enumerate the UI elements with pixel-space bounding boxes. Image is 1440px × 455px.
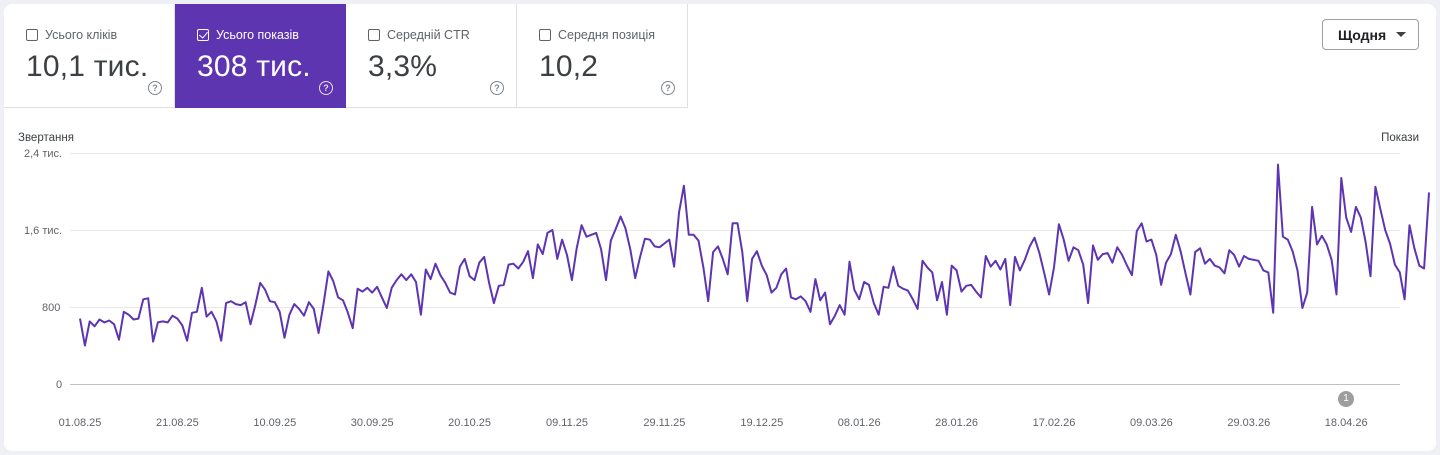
x-tick-label: 10.09.25 bbox=[253, 417, 297, 429]
x-tick-label: 08.01.26 bbox=[837, 417, 881, 429]
x-tick-label: 30.09.25 bbox=[350, 417, 394, 429]
metric-value: 3,3% bbox=[368, 50, 438, 83]
gridline bbox=[70, 153, 1400, 154]
metric-tabs: Усього кліків 10,1 тис. ? Усього показів… bbox=[4, 4, 688, 108]
metric-value: 10,1 тис. bbox=[26, 50, 149, 83]
y-tick-label: 800 bbox=[42, 302, 61, 314]
metric-label: Усього показів bbox=[216, 28, 299, 42]
caret-down-icon bbox=[1396, 32, 1406, 37]
x-tick-label: 01.08.25 bbox=[58, 417, 102, 429]
metric-total-impressions[interactable]: Усього показів 308 тис. ? bbox=[175, 4, 346, 108]
x-tick-label: 29.11.25 bbox=[643, 417, 686, 429]
x-tick-label: 20.10.25 bbox=[448, 417, 492, 429]
x-tick-label: 29.03.26 bbox=[1227, 417, 1271, 429]
metric-value: 10,2 bbox=[539, 50, 599, 83]
metric-label: Середній CTR bbox=[387, 28, 470, 42]
right-axis-title: Покази bbox=[1381, 132, 1419, 144]
annotation-marker[interactable]: 1 bbox=[1338, 391, 1354, 407]
x-tick-label: 09.11.25 bbox=[545, 417, 589, 429]
x-tick-label: 18.04.26 bbox=[1324, 417, 1368, 429]
metric-label: Середня позиція bbox=[558, 28, 656, 42]
help-icon[interactable]: ? bbox=[661, 81, 675, 95]
gridline bbox=[70, 230, 1400, 231]
metric-average-position[interactable]: Середня позиція 10,2 ? bbox=[517, 4, 688, 108]
help-icon[interactable]: ? bbox=[148, 81, 162, 95]
x-tick-label: 09.03.26 bbox=[1129, 417, 1173, 429]
metric-total-clicks[interactable]: Усього кліків 10,1 тис. ? bbox=[4, 4, 175, 108]
checkbox-icon[interactable] bbox=[26, 29, 38, 41]
y-tick-label: 0 bbox=[56, 379, 63, 391]
gridline bbox=[70, 307, 1400, 308]
period-dropdown[interactable]: Щодня bbox=[1322, 19, 1419, 50]
performance-card: Усього кліків 10,1 тис. ? Усього показів… bbox=[4, 4, 1436, 451]
impressions-line-chart bbox=[79, 163, 1430, 347]
period-dropdown-label: Щодня bbox=[1338, 26, 1387, 43]
left-axis-title: Звертання bbox=[18, 132, 74, 144]
metric-label: Усього кліків bbox=[45, 28, 118, 42]
metric-value: 308 тис. bbox=[197, 50, 311, 83]
y-tick-label: 2,4 тис. bbox=[24, 148, 63, 160]
x-tick-label: 17.02.26 bbox=[1032, 417, 1076, 429]
x-tick-label: 21.08.25 bbox=[155, 417, 199, 429]
checkbox-icon[interactable] bbox=[539, 29, 551, 41]
y-tick-label: 1,6 тис. bbox=[24, 225, 63, 237]
x-axis-baseline bbox=[70, 384, 1400, 385]
checkbox-checked-icon[interactable] bbox=[197, 29, 209, 41]
x-tick-label: 19.12.25 bbox=[740, 417, 784, 429]
x-tick-label: 28.01.26 bbox=[935, 417, 979, 429]
help-icon[interactable]: ? bbox=[319, 81, 333, 95]
impressions-series-line bbox=[79, 163, 1430, 347]
metric-average-ctr[interactable]: Середній CTR 3,3% ? bbox=[346, 4, 517, 108]
checkbox-icon[interactable] bbox=[368, 29, 380, 41]
help-icon[interactable]: ? bbox=[490, 81, 504, 95]
